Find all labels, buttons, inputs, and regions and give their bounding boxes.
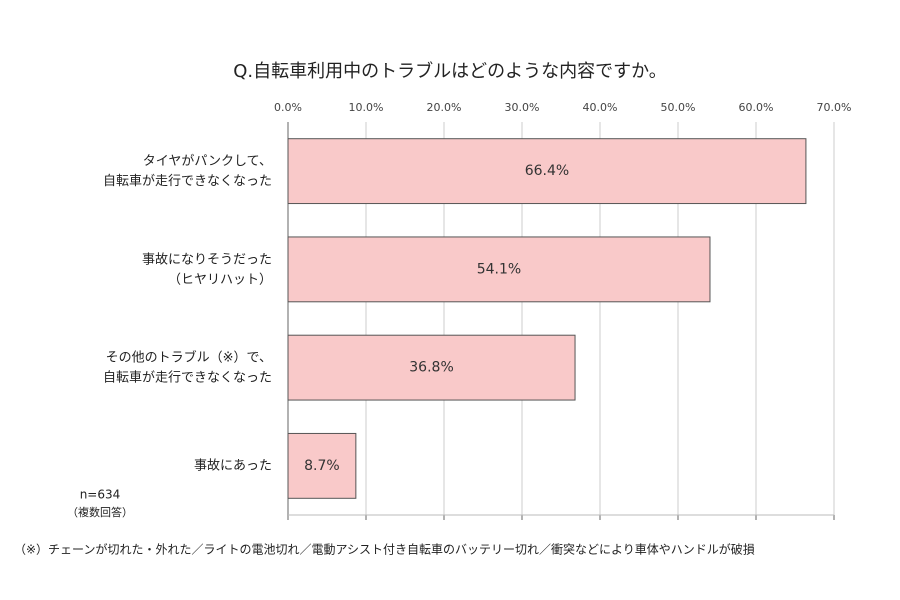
y-tick-label: その他のトラブル（※）で、自転車が走行できなくなった [103, 349, 272, 385]
x-tick-label: 60.0% [739, 101, 774, 114]
y-tick-label: 事故にあった [194, 458, 272, 473]
bar [287, 432, 357, 499]
sample-subnote: （複数回答） [67, 505, 133, 519]
sample-note: n=634 [80, 488, 121, 502]
footnote: （※）チェーンが切れた・外れた／ライトの電池切れ／電動アシスト付き自転車のバッテ… [14, 542, 755, 557]
x-tick-label: 10.0% [349, 101, 384, 114]
bar [287, 334, 576, 401]
value-label: 66.4% [525, 163, 569, 179]
x-tick-label: 50.0% [661, 101, 696, 114]
value-label: 36.8% [409, 360, 453, 376]
x-tick-label: 40.0% [583, 101, 618, 114]
y-tick-label: 事故になりそうだった（ヒヤリハット） [142, 252, 272, 287]
x-tick-label: 20.0% [427, 101, 462, 114]
y-tick-label: タイヤがパンクして、自転車が走行できなくなった [103, 154, 272, 189]
value-label: 54.1% [477, 261, 521, 277]
bar [287, 138, 807, 205]
value-label: 8.7% [304, 458, 340, 474]
chart-title: Q.自転車利用中のトラブルはどのような内容ですか。 [233, 60, 667, 82]
x-tick-label: 30.0% [505, 101, 540, 114]
bar [287, 236, 711, 303]
x-tick-label: 0.0% [274, 101, 302, 114]
x-tick-label: 70.0% [817, 101, 852, 114]
